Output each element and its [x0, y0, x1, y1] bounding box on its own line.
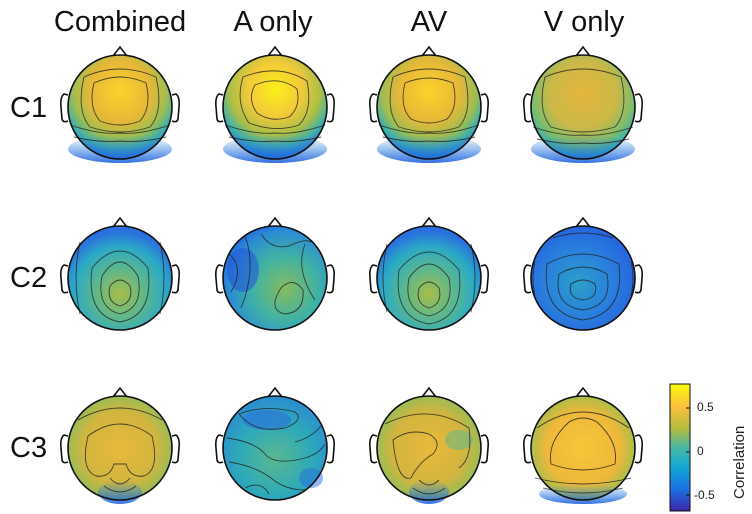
- topomap-c2-av: [368, 217, 490, 331]
- row-label-c1: C1: [10, 92, 48, 124]
- topomap-c3-combined: [59, 387, 180, 504]
- topomap-c3-a-only: [215, 387, 336, 501]
- topomap-c1-v-only: [522, 46, 644, 163]
- topomap-c2-v-only: [522, 217, 644, 331]
- colorbar-tick-neg-0-5: -0.5: [694, 488, 715, 502]
- topomap-c2-a-only: [215, 217, 336, 331]
- row-label-c2: C2: [10, 262, 48, 294]
- topomap-c1-av: [368, 46, 490, 163]
- colorbar: [669, 383, 691, 512]
- topomap-c3-av: [368, 387, 490, 504]
- topomap-c1-combined: [59, 46, 180, 163]
- column-title-v-only: V only: [543, 6, 625, 38]
- topomap-c3-v-only: [522, 387, 644, 504]
- row-label-c3: C3: [10, 432, 48, 464]
- colorbar-tick-0: 0: [697, 444, 704, 458]
- column-title-combined: Combined: [53, 6, 187, 38]
- column-title-av: AV: [410, 6, 448, 38]
- topomap-c1-a-only: [215, 46, 336, 163]
- colorbar-tick-0-5: 0.5: [697, 400, 714, 414]
- column-title-a-only: A only: [233, 6, 313, 38]
- topomap-c2-combined: [59, 217, 180, 331]
- colorbar-label: Correlation: [731, 425, 748, 499]
